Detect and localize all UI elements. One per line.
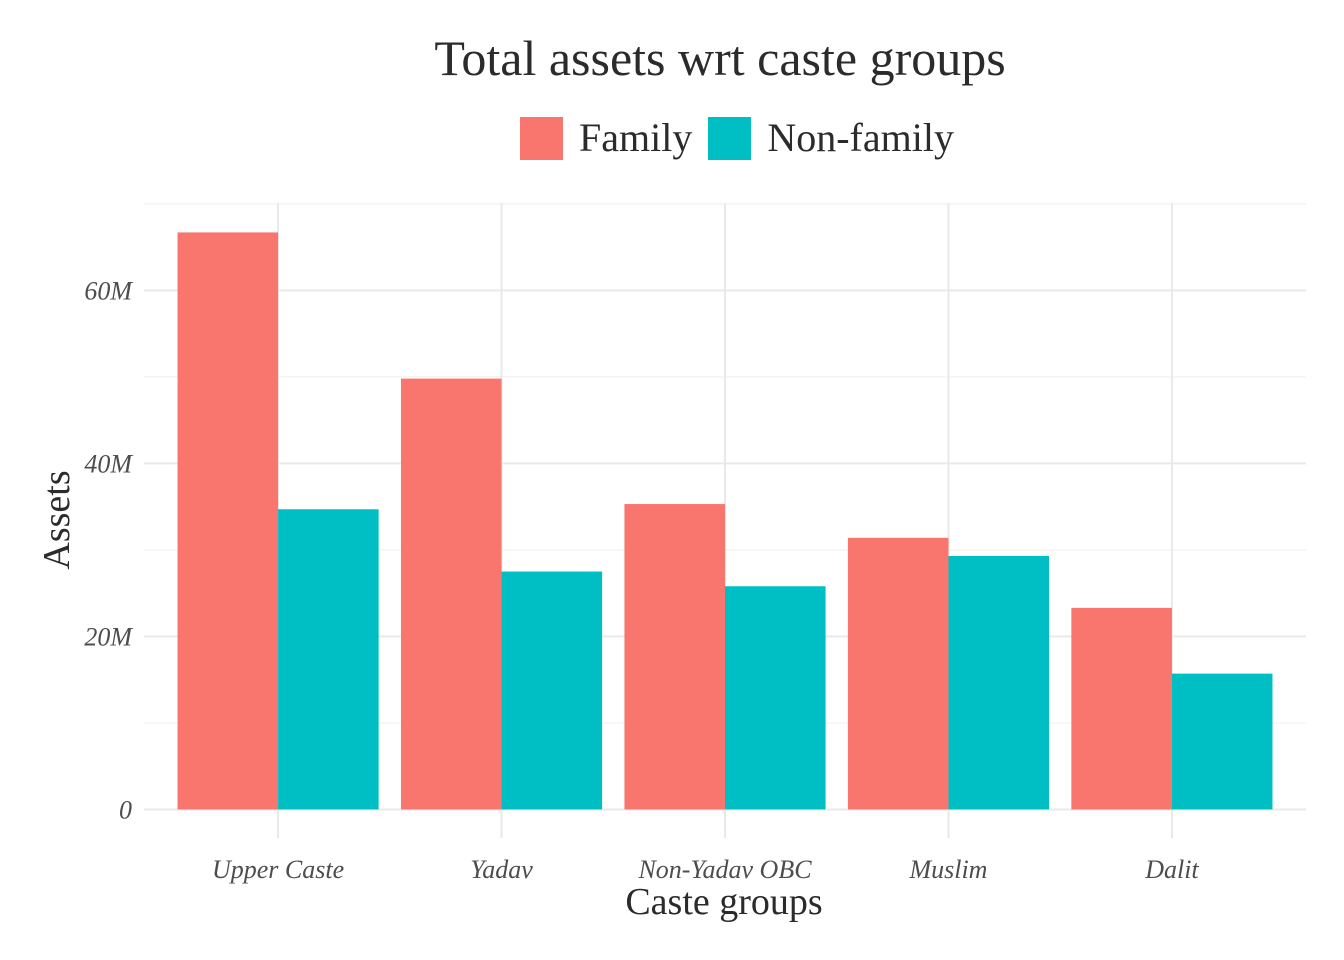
y-tick-label: 40M — [84, 449, 133, 478]
x-axis-title: Caste groups — [625, 881, 822, 923]
tick-labels: 0 20M 40M 60M Upper Caste Yadav Non-Yadav OBC M… — [84, 276, 1199, 884]
bar-family-muslim — [847, 537, 949, 810]
x-tick-label: Muslim — [908, 855, 987, 884]
bar-non-family-muslim — [948, 555, 1050, 810]
bar-non-family-non-yadav-obc — [725, 586, 826, 810]
legend-label-family: Family — [579, 115, 693, 160]
y-tick-label: 60M — [84, 276, 133, 305]
y-tick-label: 0 — [119, 795, 132, 824]
chart-title: Total assets wrt caste groups — [434, 30, 1006, 86]
legend: Family Non-family — [520, 113, 970, 163]
legend-label-non-family: Non-family — [767, 115, 954, 160]
x-tick-label: Non-Yadav OBC — [637, 855, 812, 884]
legend-swatch-non-family — [708, 116, 752, 160]
bar-non-family-upper-caste — [278, 509, 379, 810]
bar-family-non-yadav-obc — [624, 504, 725, 810]
bar-family-yadav — [400, 378, 502, 810]
x-tick-label: Dalit — [1144, 855, 1199, 884]
legend-item-family: Family — [520, 113, 692, 163]
bar-family-upper-caste — [177, 232, 279, 810]
y-tick-label: 20M — [84, 622, 133, 651]
bar-non-family-dalit — [1171, 673, 1273, 810]
bar-family-dalit — [1071, 607, 1172, 810]
bars — [177, 232, 1273, 810]
y-axis-title: Assets — [36, 470, 78, 569]
x-tick-label: Upper Caste — [212, 855, 344, 884]
legend-swatch-family — [520, 116, 563, 160]
legend-item-non-family: Non-family — [708, 113, 954, 163]
bar-non-family-yadav — [501, 571, 603, 810]
x-tick-label: Yadav — [470, 855, 533, 884]
